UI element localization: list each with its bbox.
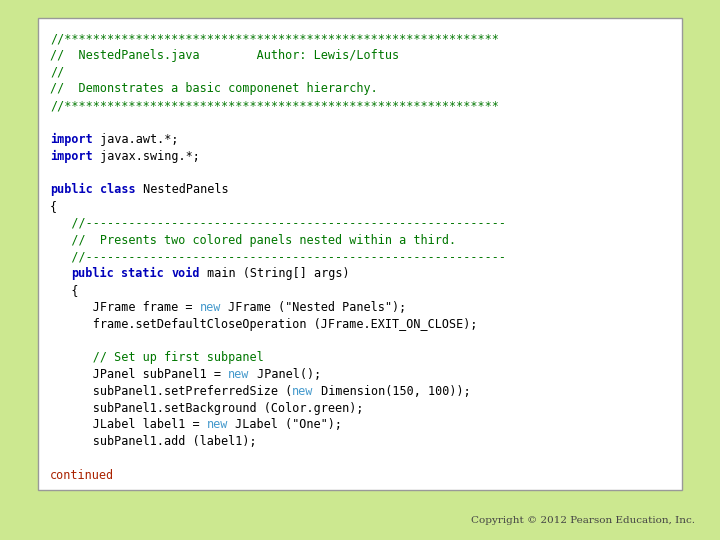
Text: JPanel();: JPanel(); <box>250 368 320 381</box>
Text: //: // <box>50 65 64 79</box>
Text: new: new <box>199 301 221 314</box>
Text: subPanel1.add (label1);: subPanel1.add (label1); <box>50 435 256 448</box>
Text: {: { <box>50 284 78 297</box>
Text: //*************************************************************: //**************************************… <box>50 32 499 45</box>
Text: public: public <box>71 267 114 280</box>
Text: NestedPanels: NestedPanels <box>135 183 228 196</box>
Text: subPanel1.setBackground (Color.green);: subPanel1.setBackground (Color.green); <box>50 402 364 415</box>
Text: main (String[] args): main (String[] args) <box>199 267 349 280</box>
Text: JLabel label1 =: JLabel label1 = <box>50 418 207 431</box>
Text: static: static <box>121 267 164 280</box>
Text: Copyright © 2012 Pearson Education, Inc.: Copyright © 2012 Pearson Education, Inc. <box>471 516 695 525</box>
Text: subPanel1.setPreferredSize (: subPanel1.setPreferredSize ( <box>50 385 292 398</box>
Text: import: import <box>50 133 93 146</box>
Text: JPanel subPanel1 =: JPanel subPanel1 = <box>50 368 228 381</box>
Text: java.awt.*;: java.awt.*; <box>93 133 179 146</box>
Text: new: new <box>228 368 250 381</box>
Text: //-----------------------------------------------------------: //--------------------------------------… <box>50 251 506 264</box>
Text: new: new <box>292 385 314 398</box>
Text: //  Demonstrates a basic componenet hierarchy.: // Demonstrates a basic componenet hiera… <box>50 83 378 96</box>
Text: {: { <box>50 200 57 213</box>
Text: void: void <box>171 267 199 280</box>
Text: frame.setDefaultCloseOperation (JFrame.EXIT_ON_CLOSE);: frame.setDefaultCloseOperation (JFrame.E… <box>50 318 477 330</box>
Text: class: class <box>100 183 135 196</box>
Text: new: new <box>207 418 228 431</box>
Text: //-----------------------------------------------------------: //--------------------------------------… <box>50 217 506 230</box>
Text: //*************************************************************: //**************************************… <box>50 99 499 112</box>
Text: JFrame ("Nested Panels");: JFrame ("Nested Panels"); <box>221 301 406 314</box>
Text: //  NestedPanels.java        Author: Lewis/Loftus: // NestedPanels.java Author: Lewis/Loftu… <box>50 49 399 62</box>
Text: public: public <box>50 183 93 197</box>
Text: import: import <box>50 150 93 163</box>
Text: javax.swing.*;: javax.swing.*; <box>93 150 199 163</box>
Text: Dimension(150, 100));: Dimension(150, 100)); <box>314 385 470 398</box>
Text: JFrame frame =: JFrame frame = <box>50 301 199 314</box>
Text: //  Presents two colored panels nested within a third.: // Presents two colored panels nested wi… <box>50 234 456 247</box>
Text: // Set up first subpanel: // Set up first subpanel <box>50 351 264 364</box>
Bar <box>38 18 682 490</box>
Text: JLabel ("One");: JLabel ("One"); <box>228 418 342 431</box>
Text: continued: continued <box>50 469 114 482</box>
